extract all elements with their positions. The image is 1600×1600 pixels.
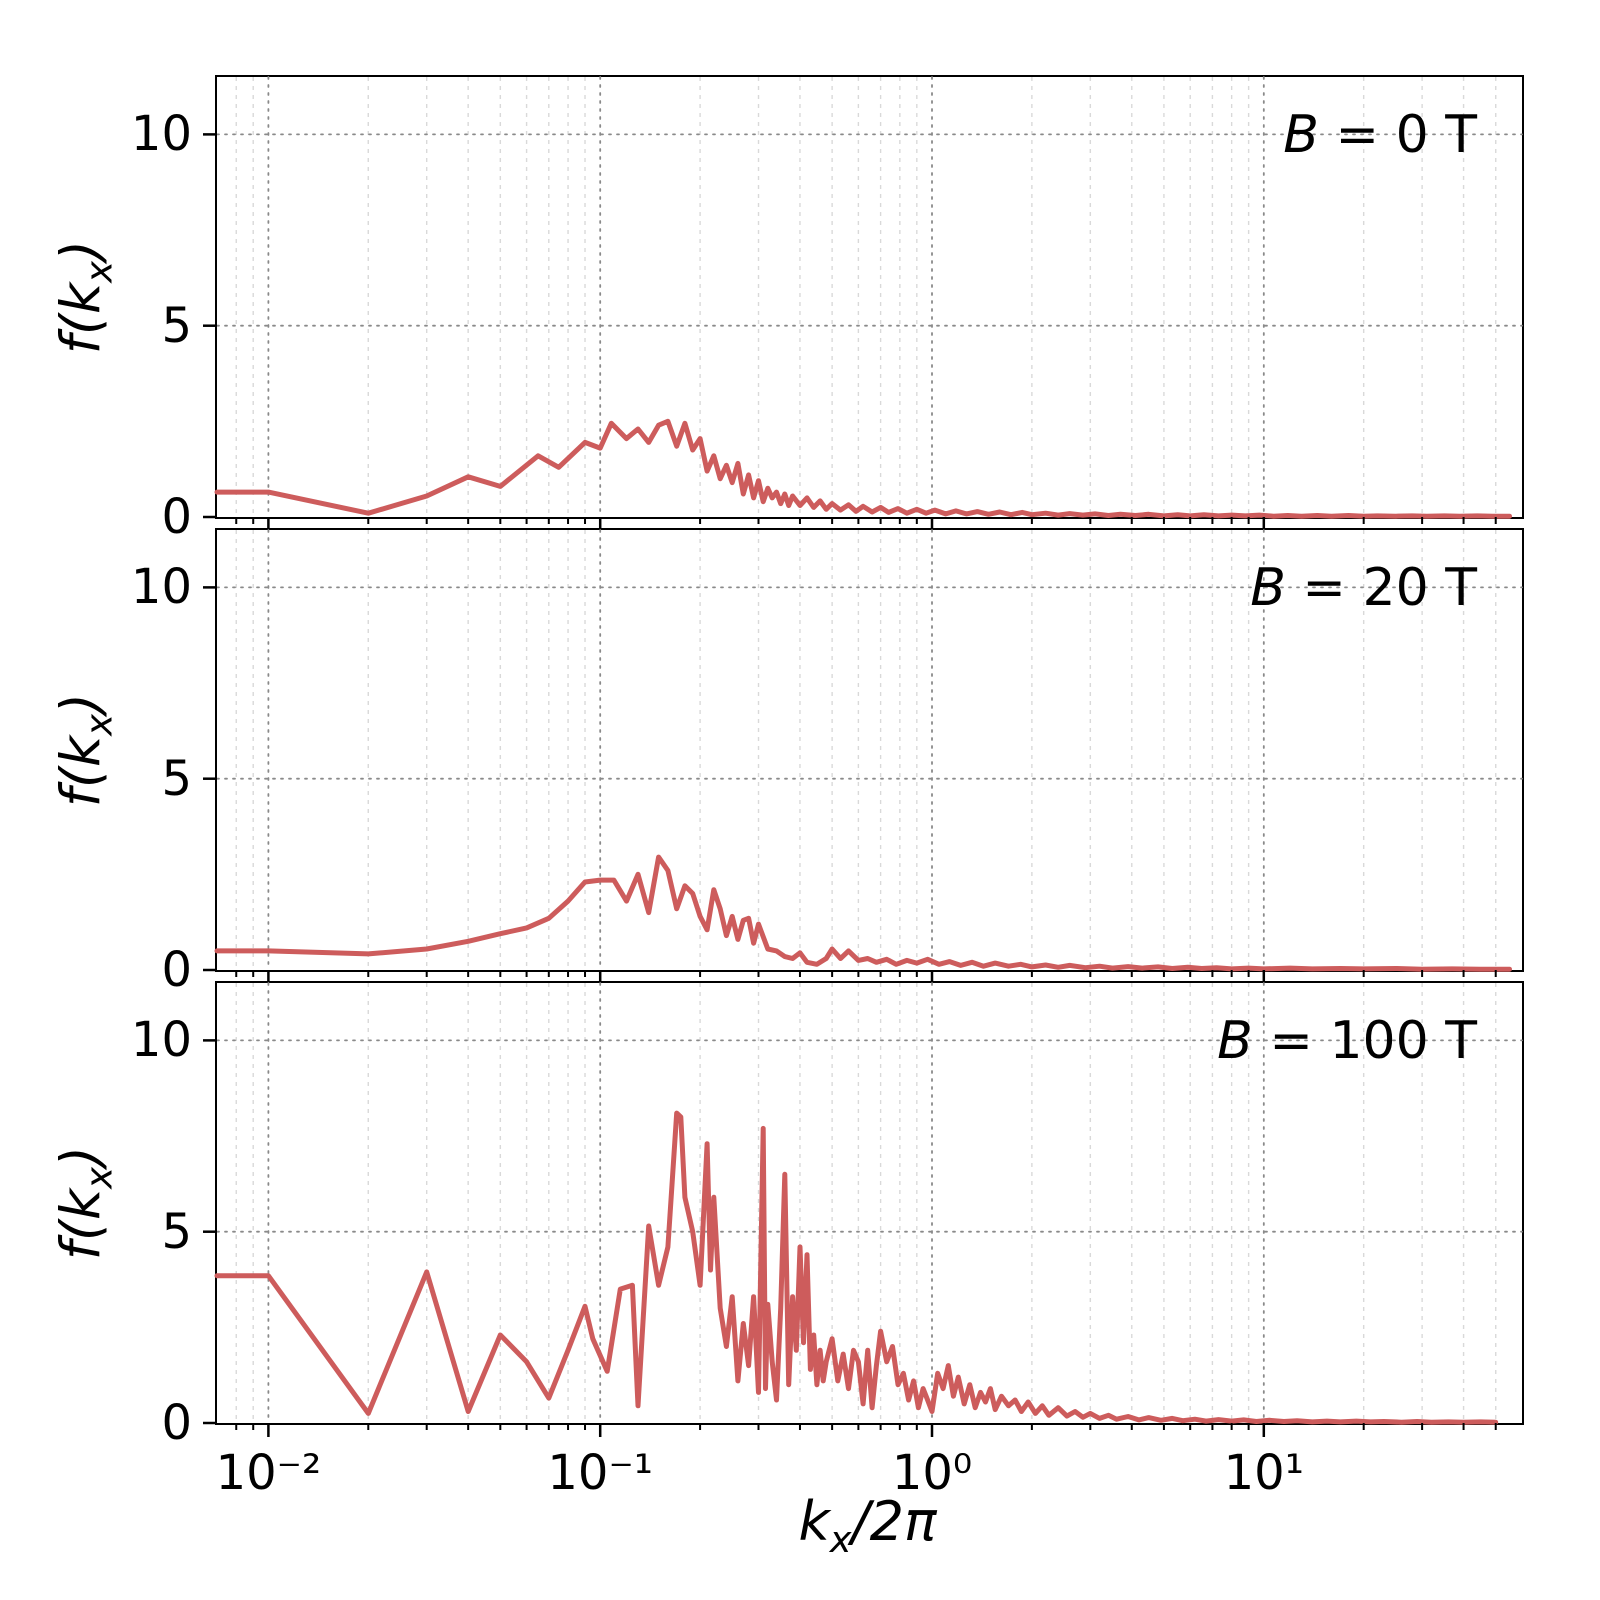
panel-annotation: B = 20 T: [1250, 558, 1477, 618]
spectrum-line: [214, 418, 1512, 519]
x-axis-label-pre: k: [798, 1490, 830, 1553]
y-tick-label: 10: [130, 559, 192, 616]
panel-b0: B = 0 T f(kx) 0 5 10: [50, 75, 1524, 541]
spectrum-line: [214, 1110, 1499, 1425]
x-tick-label: 10¹: [1223, 1445, 1304, 1501]
y-tick-label: 0: [161, 489, 192, 545]
panel-b20: B = 20 T f(kx) 0 5 10: [50, 528, 1524, 994]
annotation-symbol: B: [1217, 1011, 1253, 1071]
y-axis-label-post: ): [49, 1145, 113, 1167]
y-axis-label-sub: x: [77, 713, 121, 736]
panel-svg: [203, 982, 1523, 1437]
annotation-value: = 100 T: [1252, 1011, 1477, 1071]
y-tick-label: 5: [161, 297, 192, 354]
panel-annotation: B = 100 T: [1217, 1011, 1477, 1071]
x-tick-label: 10⁻²: [215, 1445, 322, 1501]
y-axis-label-sub: x: [77, 260, 121, 283]
x-axis-label: kx/2π: [215, 1490, 1520, 1561]
y-tick-label: 10: [130, 106, 192, 163]
y-tick-label: 10: [130, 1012, 192, 1069]
x-tick-label: 10⁰: [891, 1445, 973, 1501]
y-axis-label-sub: x: [77, 1166, 121, 1189]
panel-svg: [203, 529, 1523, 984]
panel-b100: B = 100 T f(kx) 0 5 10 10⁻² 10⁻¹ 10⁰ 10¹: [50, 981, 1524, 1497]
panel-svg: [203, 76, 1523, 531]
x-axis-label-post: /2π: [851, 1490, 937, 1553]
y-tick-label: 0: [161, 1395, 192, 1451]
y-axis-label-post: ): [49, 692, 113, 714]
y-tick-label: 0: [161, 942, 192, 998]
spectrum-line: [214, 854, 1512, 972]
x-axis-label-sub: x: [829, 1517, 852, 1561]
annotation-value: = 0 T: [1318, 105, 1478, 165]
annotation-symbol: B: [1250, 558, 1286, 618]
y-axis-label-post: ): [49, 239, 113, 261]
y-tick-label: 5: [161, 750, 192, 807]
panel-annotation: B = 0 T: [1283, 105, 1478, 165]
annotation-value: = 20 T: [1285, 558, 1477, 618]
y-tick-label: 5: [161, 1203, 192, 1260]
x-tick-label: 10⁻¹: [547, 1445, 654, 1501]
annotation-symbol: B: [1283, 105, 1319, 165]
